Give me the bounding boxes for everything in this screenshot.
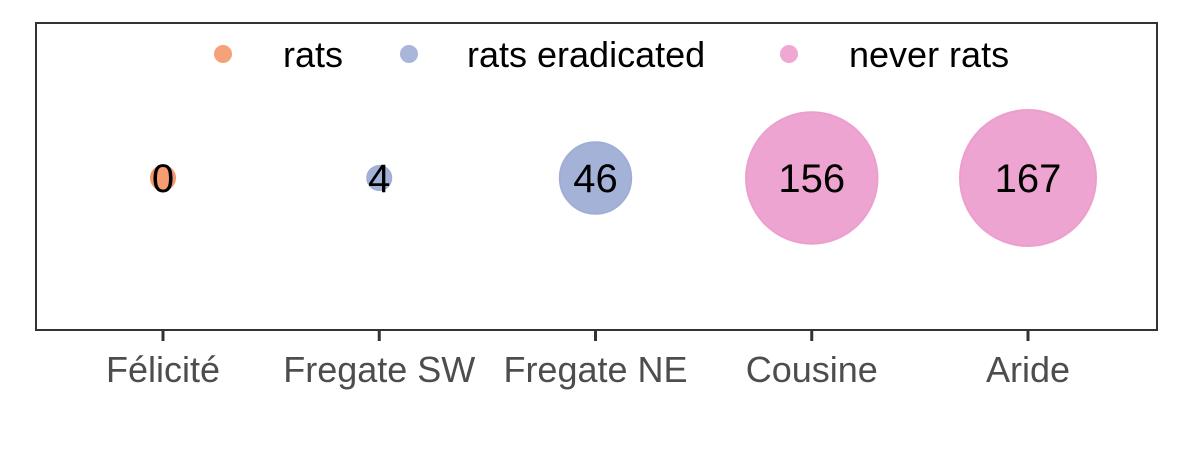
legend-label-rats: rats — [283, 34, 343, 75]
legend-label-rats-eradicated: rats eradicated — [467, 34, 705, 75]
x-tick-label-fregate-sw: Fregate SW — [283, 349, 475, 390]
data-label-aride: 167 — [995, 157, 1062, 201]
data-label-fregate-sw: 4 — [368, 157, 390, 201]
bubbles-layer: 0 4 46 156 167 — [150, 109, 1097, 247]
bubble-fregate-sw — [366, 165, 393, 191]
x-tick-label-aride: Aride — [986, 349, 1070, 390]
legend-key-rats-eradicated — [400, 45, 418, 63]
data-label-fregate-ne: 46 — [573, 157, 618, 201]
legend-key-never-rats — [780, 45, 798, 63]
legend: rats rats eradicated never rats — [214, 34, 1009, 75]
bubble-fregate-ne — [558, 141, 633, 215]
bubble-felicite — [150, 165, 176, 191]
bubble-cousine — [745, 111, 879, 245]
x-tick-label-fregate-ne: Fregate NE — [503, 349, 687, 390]
x-axis: Félicité Fregate SW Fregate NE Cousine Aride — [106, 330, 1070, 390]
data-label-felicite: 0 — [152, 157, 174, 201]
legend-label-never-rats: never rats — [849, 34, 1009, 75]
bubble-aride — [959, 109, 1097, 247]
x-tick-label-felicite: Félicité — [106, 349, 220, 390]
legend-key-rats — [214, 45, 232, 63]
x-tick-label-cousine: Cousine — [746, 349, 878, 390]
data-label-cousine: 156 — [778, 157, 845, 201]
